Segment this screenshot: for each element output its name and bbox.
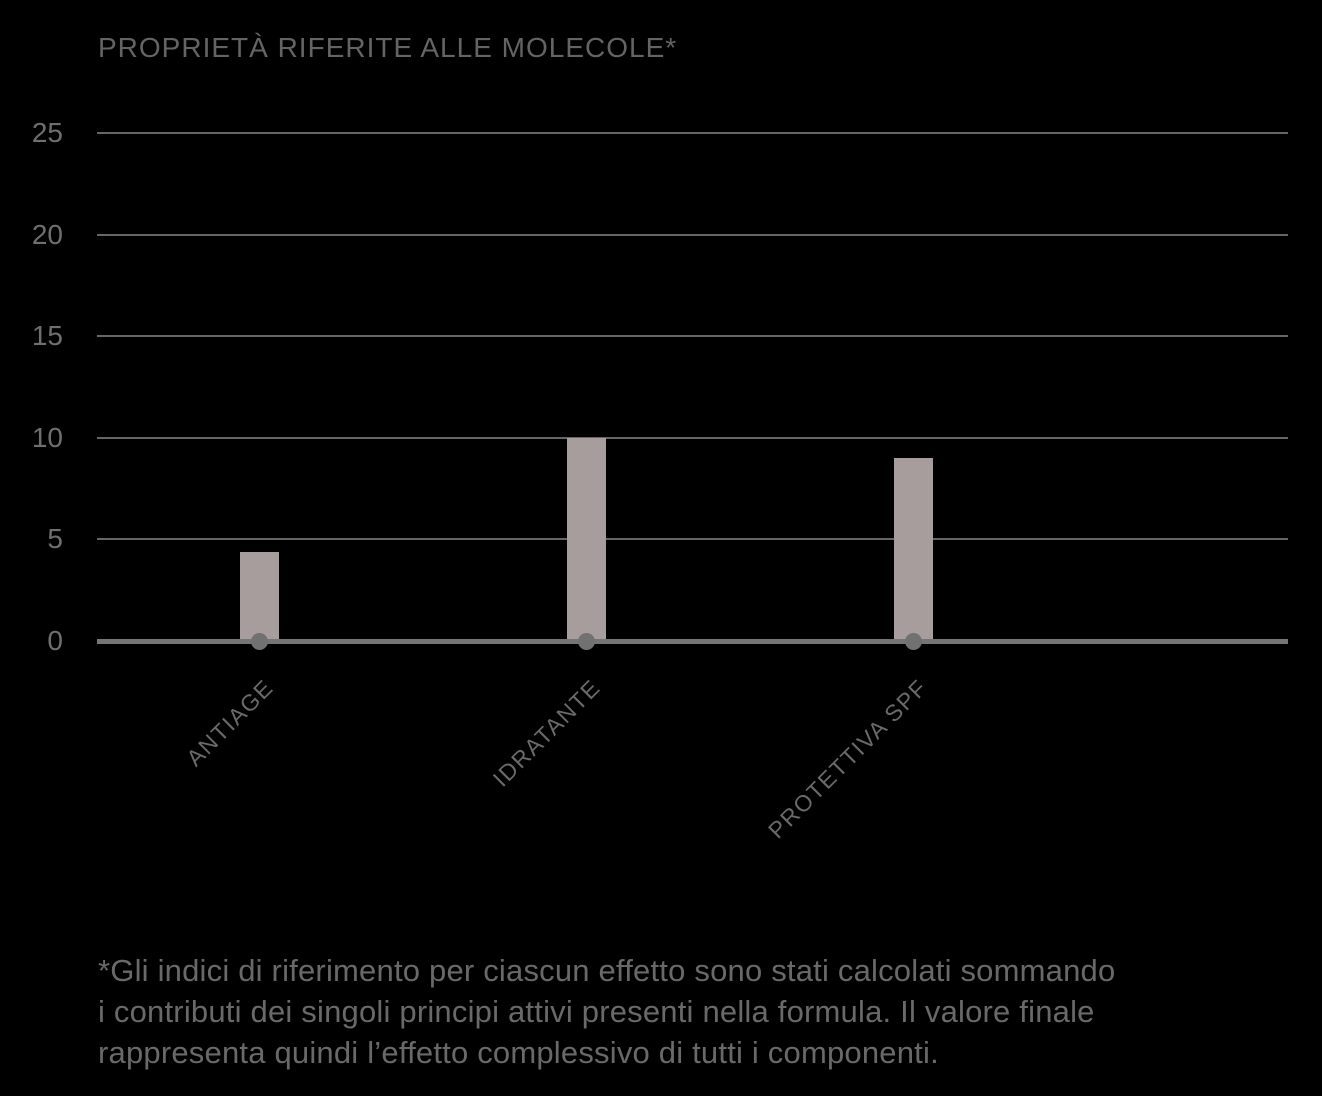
gridline-y15: [97, 335, 1288, 338]
gridline-y25: [97, 132, 1288, 134]
y-axis-tick-label: 0: [47, 625, 63, 656]
footnote-line: i contributi dei singoli principi attivi…: [98, 994, 1095, 1029]
y-axis-tick-label: 15: [31, 320, 63, 352]
bar-base-dot: [905, 632, 922, 650]
x-axis-line: [97, 638, 1288, 644]
chart-title: PROPRIETÀ RIFERITE ALLE MOLECOLE*: [98, 32, 678, 63]
x-axis-label-idratante: IDRATANTE: [487, 674, 605, 792]
bar-antiage: [240, 551, 279, 643]
bar-idratante: [567, 437, 606, 643]
chart-footnote: *Gli indici di riferimento per ciascun e…: [98, 950, 1248, 1073]
bar-base-dot: [251, 632, 268, 650]
x-axis-label-antiage: ANTIAGE: [180, 674, 278, 772]
y-axis-tick-label: 10: [31, 421, 63, 453]
footnote-line: *Gli indici di riferimento per ciascun e…: [98, 953, 1116, 988]
y-axis-tick-label: 25: [31, 117, 63, 148]
bar-chart-plot-area: 0 5 10 15 20 25 ANTIAGE IDRATANTE PROTETTIVA SPF: [31, 117, 1288, 843]
footnote-line: rappresenta quindi l’effetto complessivo…: [98, 1035, 939, 1070]
y-axis-tick-label: 20: [31, 218, 63, 250]
gridline-y10: [97, 436, 1288, 439]
bar-protettiva-spf: [894, 458, 933, 643]
gridline-y5: [97, 538, 1288, 541]
gridline-y20: [97, 233, 1288, 236]
y-axis-tick-label: 5: [47, 523, 63, 555]
bar-base-dot: [578, 632, 595, 650]
x-axis-label-protettiva-spf: PROTETTIVA SPF: [762, 674, 932, 844]
